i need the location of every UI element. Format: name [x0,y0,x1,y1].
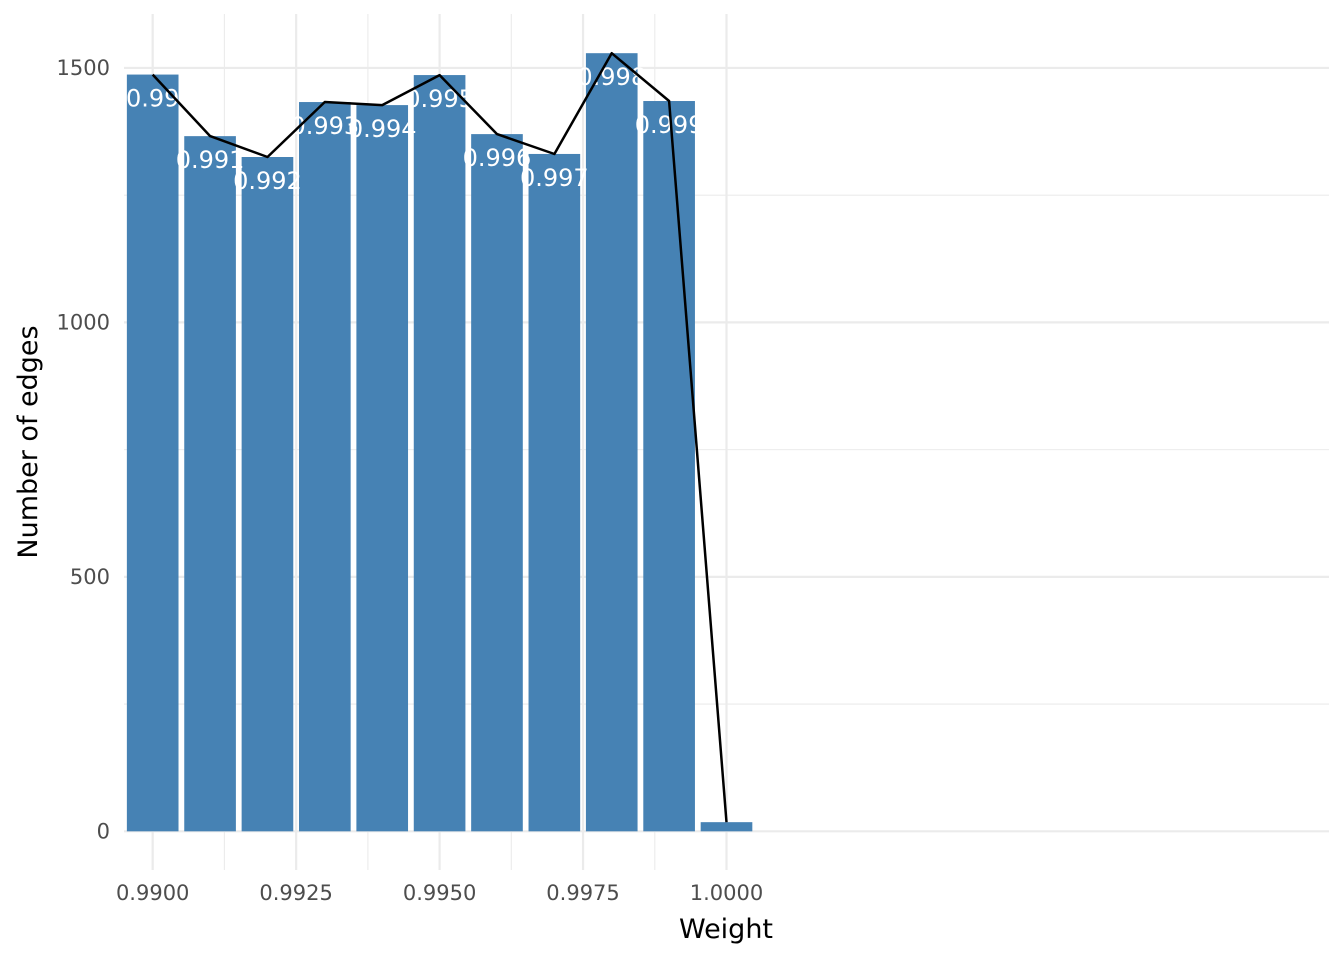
bar [471,134,523,832]
y-axis-title: Number of edges [13,325,44,558]
bar-label: 0.992 [233,167,302,195]
bar-label: 0.99 [126,85,179,113]
x-tick-label: 1.0000 [690,881,763,905]
trend-line [151,51,728,823]
bar-label: 0.994 [348,115,417,143]
bar [700,822,753,832]
bar [643,101,695,832]
bar [585,53,638,832]
x-tick-label: 0.9925 [259,881,332,905]
y-tick-label: 0 [97,819,110,843]
bar-label: 0.996 [463,144,532,172]
bar [241,157,294,832]
bar-label: 0.991 [176,146,245,174]
bar [528,153,581,832]
bar [126,74,179,832]
y-axis-ticks: 0 500 1000 1500 [57,56,110,843]
bar [413,75,466,832]
bar-label: 0.998 [577,63,646,91]
trend-line-group [151,51,728,823]
bar [299,102,351,832]
x-tick-label: 0.9900 [116,881,189,905]
x-tick-label: 0.9975 [546,881,619,905]
x-axis-ticks: 0.9900 0.9925 0.9950 0.9975 1.0000 [116,881,763,905]
x-axis-title: Weight [679,914,773,945]
y-tick-label: 1000 [57,310,110,334]
bar-label: 0.993 [290,112,359,140]
bar [184,136,236,832]
x-tick-label: 0.9950 [403,881,476,905]
bars [126,53,753,832]
bar [356,105,409,832]
y-tick-label: 500 [70,565,110,589]
bar-label: 0.997 [520,164,589,192]
y-tick-label: 1500 [57,56,110,80]
